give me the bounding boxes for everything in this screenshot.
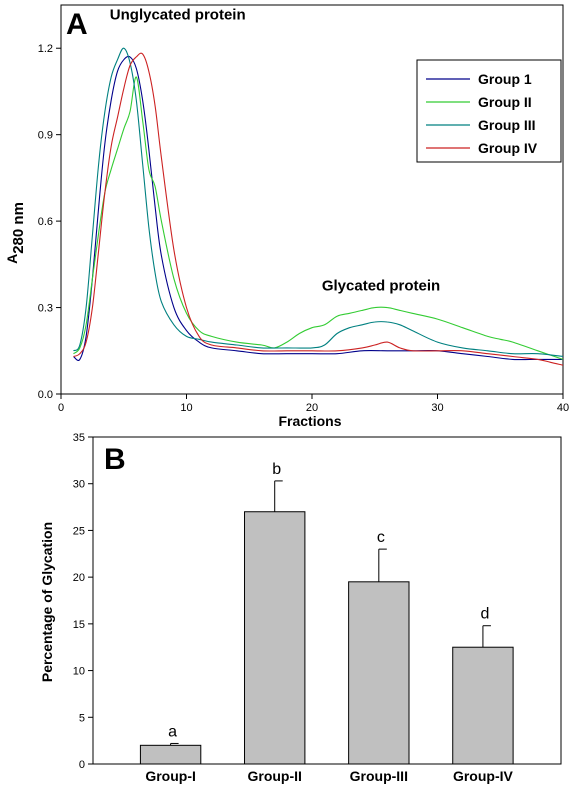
- category-label: Group-I: [145, 768, 196, 784]
- legend-box: [416, 59, 562, 163]
- series-line-4: [73, 52, 564, 366]
- legend-label: Group 1: [478, 71, 532, 87]
- y-tick-label: 1.2: [38, 43, 53, 55]
- annotation-1: Unglycated protein: [110, 6, 246, 23]
- bar-2: [244, 511, 306, 765]
- category-label: Group-III: [350, 768, 408, 784]
- x-tick-label: 10: [180, 402, 192, 414]
- legend-entries: Group 1 Group II Group III Group IV: [426, 71, 538, 156]
- legend-label: Group III: [478, 117, 536, 133]
- y-title-subscript: 280 nm: [10, 202, 27, 254]
- bar-1: [139, 744, 202, 765]
- y-tick-label: 0.9: [38, 130, 53, 142]
- panel-b-letter: B: [104, 443, 126, 476]
- series-line-3: [73, 47, 564, 358]
- panel-b-y-ticks: 0 5 10 15 20 25 30 35: [73, 432, 93, 771]
- panel-a-series: [73, 47, 564, 366]
- y-tick-label: 5: [79, 712, 85, 724]
- panel-a: A 0.00.30.60.91.2 0 10 20 30 40 Fractions A2…: [4, 4, 569, 429]
- panel-b-category-labels: Group-I Group-II Group-III Group-IV: [145, 768, 513, 784]
- annotation-2: Glycated protein: [322, 277, 440, 294]
- significance-letter: b: [272, 461, 281, 478]
- legend-label: Group II: [478, 94, 532, 110]
- significance-letter: c: [377, 529, 385, 546]
- x-tick-label: 30: [431, 402, 443, 414]
- significance-letter: a: [168, 723, 177, 740]
- significance-letter: d: [480, 606, 489, 623]
- svg-text:A280 nm: A280 nm: [4, 202, 27, 264]
- y-tick-label: 25: [73, 525, 85, 537]
- panel-a-x-ticks: 0 10 20 30 40: [58, 394, 569, 414]
- panel-a-letter: A: [66, 8, 88, 41]
- y-title-main: A: [4, 254, 20, 264]
- panel-b-bars: a b c d: [139, 461, 514, 765]
- y-tick-label: 0.6: [38, 216, 53, 228]
- y-tick-label: 20: [73, 572, 85, 584]
- panel-b-frame: [92, 436, 562, 765]
- legend-label: Group IV: [478, 140, 538, 156]
- y-tick-label: 35: [73, 432, 85, 444]
- x-tick-label: 20: [306, 402, 318, 414]
- y-tick-label: 30: [73, 479, 85, 491]
- legend: Group 1 Group II Group III Group IV: [416, 59, 562, 163]
- bar-3: [348, 581, 410, 765]
- category-label: Group-II: [247, 768, 301, 784]
- y-tick-label: 10: [73, 666, 85, 678]
- panel-a-y-ticks: 0.0 0.3 0.6 0.9 1.2: [38, 43, 61, 401]
- series-line-2: [73, 76, 564, 360]
- panel-a-x-axis-title: Fractions: [278, 413, 341, 429]
- panel-a-annotations: Unglycated protein Glycated protein: [110, 6, 440, 294]
- y-tick-label: 0.0: [38, 389, 53, 401]
- y-tick-label: 0.3: [38, 303, 53, 315]
- y-tick-label: 15: [73, 619, 85, 631]
- panel-b-y-axis-title: Percentage of Glycation: [39, 522, 55, 682]
- bar-4: [452, 646, 514, 765]
- y-tick-label: 0: [79, 759, 85, 771]
- panel-a-y-axis-title: A280 nm: [4, 202, 27, 264]
- x-tick-label: 40: [557, 402, 569, 414]
- category-label: Group-IV: [453, 768, 514, 784]
- x-tick-label: 0: [58, 402, 64, 414]
